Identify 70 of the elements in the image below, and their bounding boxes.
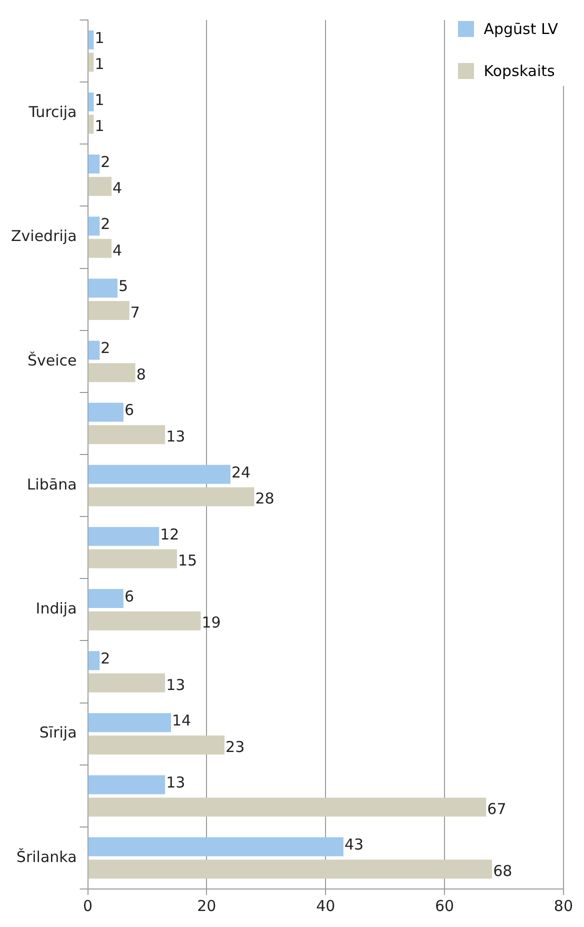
data-label: 12 [160, 525, 180, 544]
bar [88, 402, 124, 422]
y-tick-label: Šveice [27, 351, 77, 370]
bar [88, 837, 344, 856]
bar [88, 278, 118, 298]
data-label: 14 [172, 712, 192, 730]
bar [88, 30, 94, 50]
bar [88, 52, 94, 72]
bar [88, 713, 172, 732]
data-label: 7 [130, 303, 140, 322]
bar [88, 92, 94, 112]
data-label: 15 [178, 552, 198, 570]
data-label: 6 [124, 587, 134, 606]
data-label: 2 [100, 152, 110, 171]
bar [88, 154, 100, 174]
y-tick-label: Libāna [26, 475, 77, 494]
bar [88, 775, 166, 794]
data-label: 1 [94, 28, 104, 47]
bar [88, 464, 230, 484]
data-label: 67 [487, 800, 506, 818]
data-label: 1 [94, 90, 104, 109]
data-label: 23 [226, 738, 245, 756]
bar [88, 589, 124, 608]
x-tick-label: 80 [554, 896, 574, 915]
data-label: 13 [166, 676, 186, 694]
bar [88, 549, 177, 568]
data-label: 8 [136, 365, 146, 384]
y-tick-label: Turcija [28, 103, 77, 121]
bar [88, 340, 100, 360]
legend-label: Apgūst LV [484, 20, 558, 38]
bar [88, 487, 254, 506]
x-tick-label: 60 [434, 896, 454, 915]
data-label: 24 [231, 463, 251, 482]
data-label: 2 [100, 339, 110, 358]
bar [88, 526, 160, 546]
data-label: 19 [202, 614, 221, 632]
bar [88, 860, 492, 879]
y-tick-label: Zviedrija [11, 227, 77, 246]
bar [88, 301, 130, 320]
data-label: 2 [100, 649, 110, 668]
data-label: 2 [100, 214, 110, 233]
y-tick-label: Šrilanka [16, 848, 77, 866]
data-label: 1 [94, 117, 104, 136]
y-tick-label: Sīrija [39, 724, 77, 742]
bar [88, 673, 166, 692]
data-label: 68 [493, 862, 512, 880]
x-tick-label: 20 [197, 896, 216, 915]
bar [88, 651, 100, 670]
bar [88, 176, 112, 196]
bar [88, 425, 166, 444]
data-label: 13 [166, 428, 186, 446]
data-label: 13 [166, 774, 186, 792]
bar [88, 114, 94, 134]
data-label: 1 [94, 55, 104, 74]
x-tick-label: 40 [316, 896, 336, 915]
data-label: 4 [112, 179, 122, 198]
legend-label: Kopskaits [484, 62, 555, 80]
bar [88, 736, 225, 754]
data-label: 28 [255, 490, 274, 508]
x-tick-label: 0 [82, 896, 93, 915]
data-label: 43 [344, 836, 364, 854]
bar [88, 216, 100, 236]
bar [88, 798, 486, 817]
data-label: 4 [112, 241, 122, 260]
bar [88, 611, 201, 630]
bar [88, 363, 136, 382]
data-label: 6 [124, 401, 134, 420]
bar [88, 238, 112, 258]
data-label: 5 [118, 277, 128, 296]
y-tick-label: Indija [36, 600, 77, 618]
